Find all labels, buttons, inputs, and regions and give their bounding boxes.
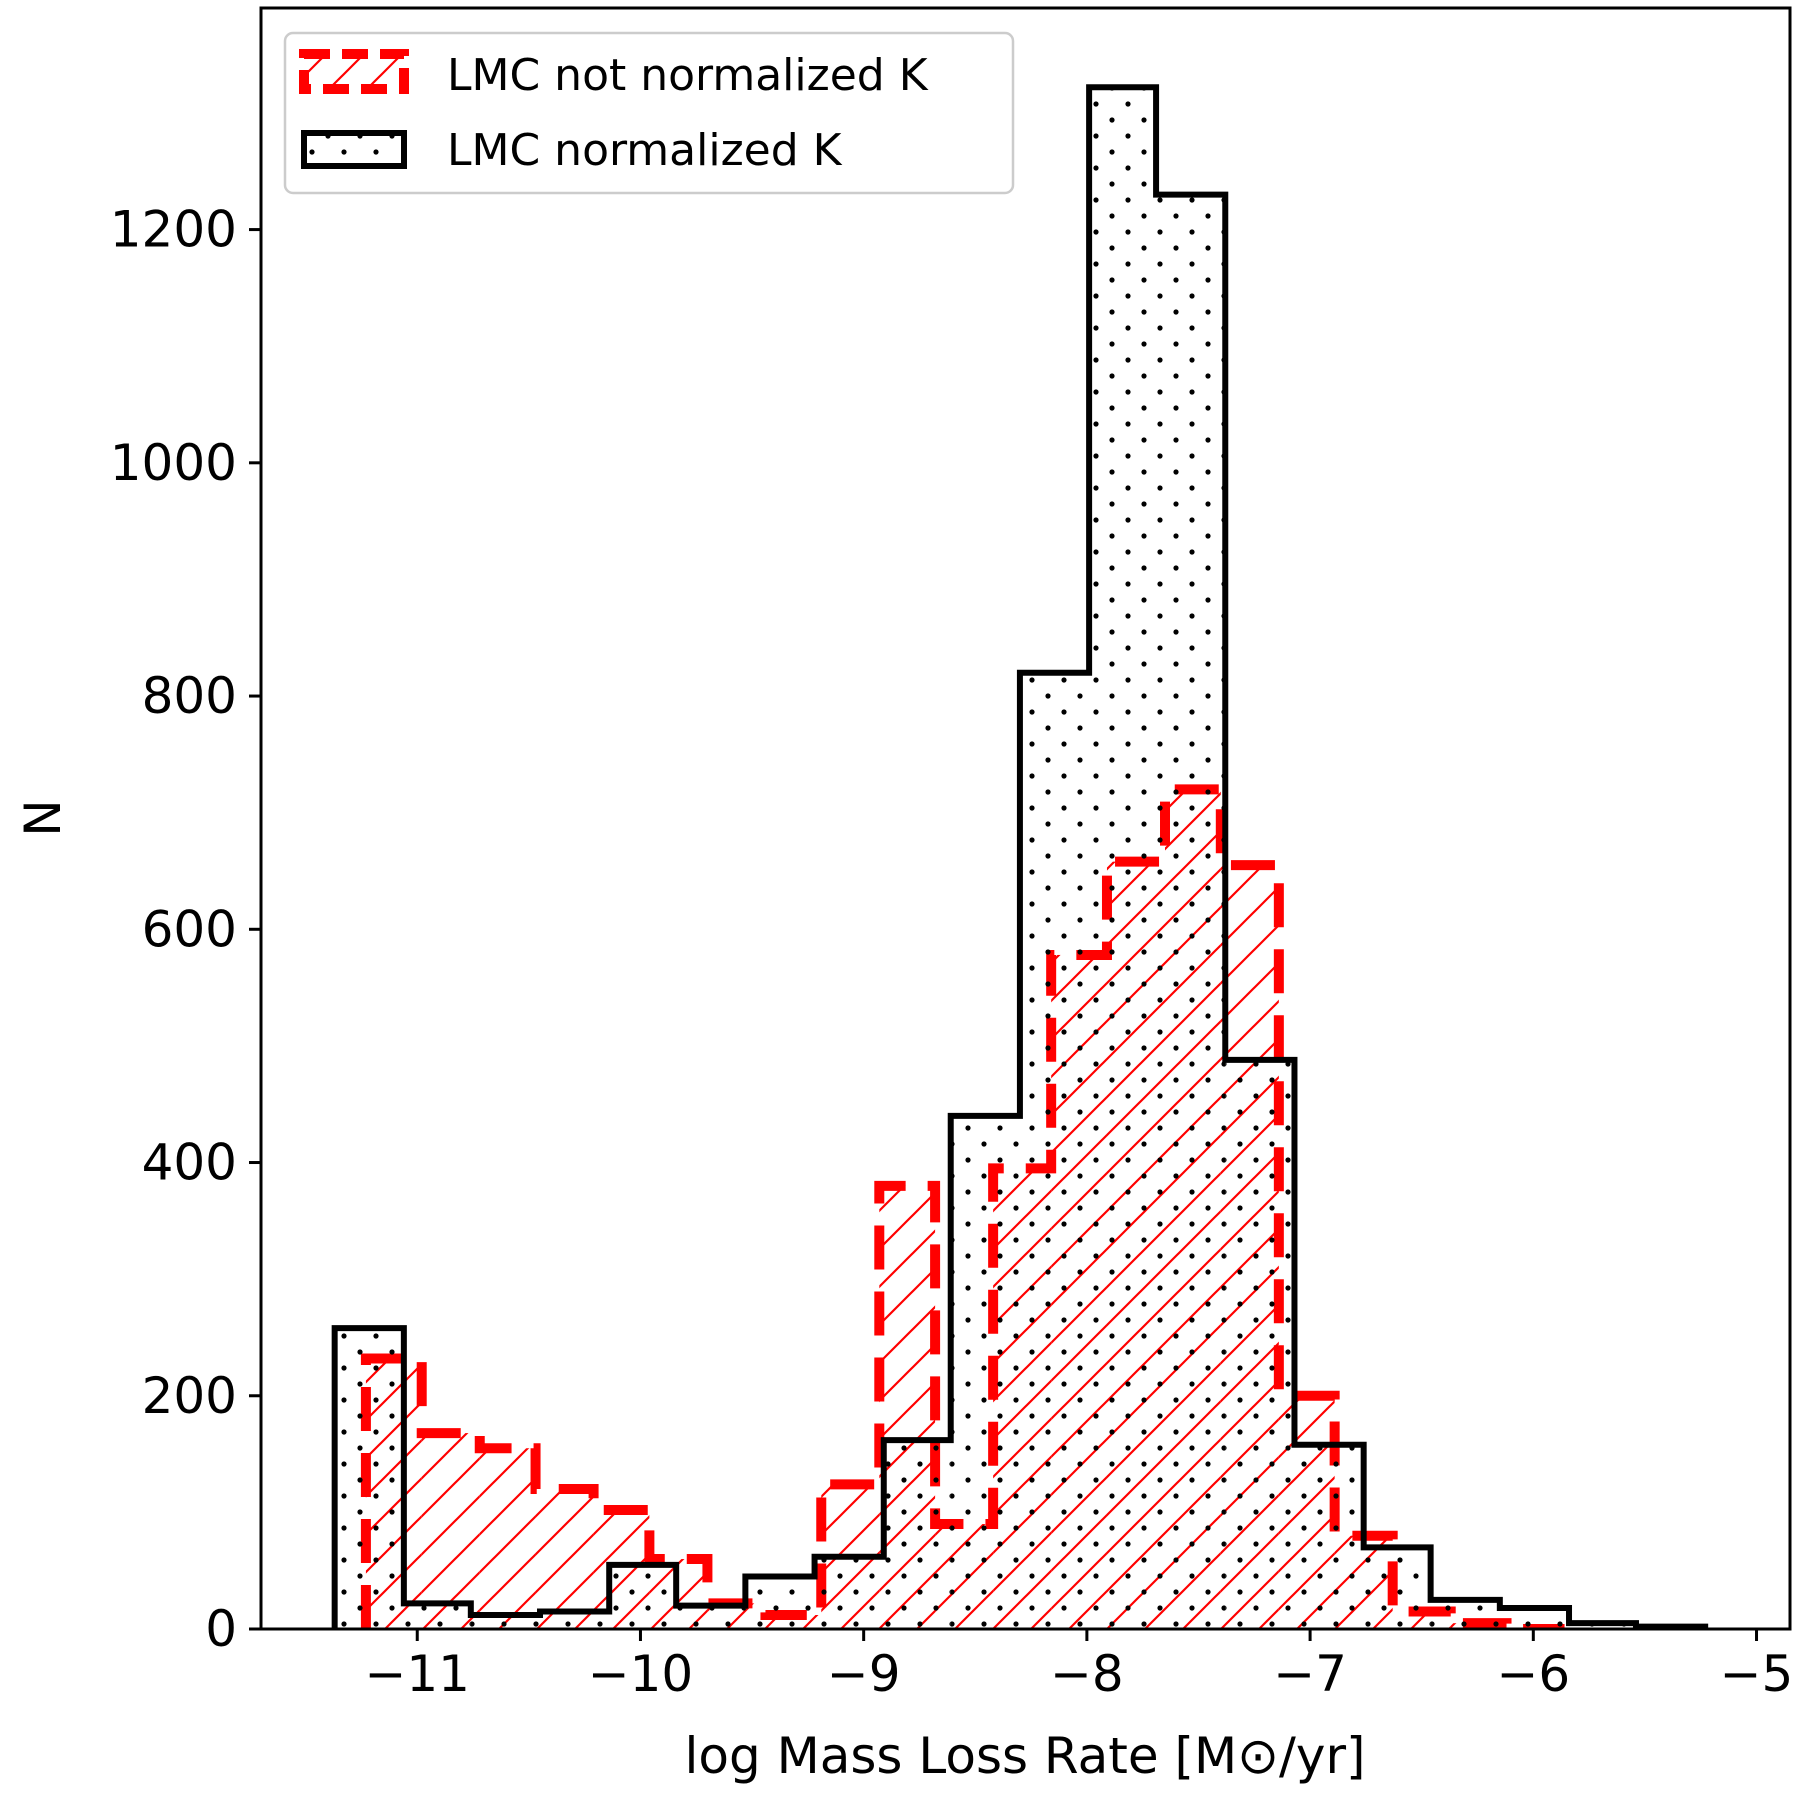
- y-tick-label: 600: [142, 900, 237, 958]
- bar-normalized-bin-2: [470, 1615, 541, 1629]
- legend-swatch-not-normalized: [299, 49, 409, 94]
- y-axis: 0 200 400 600 800 1000 1200: [110, 201, 261, 1658]
- x-tick-label: −10: [588, 1645, 694, 1703]
- step-outline-normalized: [331, 84, 1709, 1629]
- bar-normalized-bin-12: [1156, 194, 1226, 1629]
- x-tick-label: −11: [364, 1645, 470, 1703]
- bar-normalized-bin-17: [1499, 1608, 1570, 1629]
- bar-normalized-bin-3: [540, 1611, 610, 1629]
- bar-normalized-bin-0: [334, 1328, 404, 1629]
- bar-normalized-bin-9: [950, 1115, 1020, 1629]
- plot-frame: [259, 6, 1792, 1631]
- y-tick-label: 400: [142, 1134, 237, 1192]
- bar-normalized-bin-5: [676, 1605, 746, 1629]
- bar-normalized-bin-16: [1430, 1599, 1500, 1629]
- bar-not-normalized-bin-2: [479, 1448, 536, 1629]
- bar-normalized-bin-4: [609, 1564, 677, 1629]
- x-tick-label: −9: [827, 1645, 901, 1703]
- series-normalized: [331, 84, 1709, 1629]
- x-tick-label: −7: [1273, 1645, 1347, 1703]
- legend-label-normalized: LMC normalized K: [447, 125, 843, 176]
- bar-normalized-bin-15: [1363, 1547, 1431, 1629]
- y-tick-label: 200: [142, 1367, 237, 1425]
- x-axis-label: log Mass Loss Rate [M⊙/yr]: [684, 1727, 1365, 1785]
- bar-normalized-bin-11: [1089, 87, 1157, 1629]
- y-tick-label: 0: [205, 1600, 237, 1658]
- bar-normalized-bin-6: [745, 1576, 815, 1629]
- bar-normalized-bin-13: [1225, 1059, 1295, 1629]
- bar-normalized-bin-7: [814, 1556, 884, 1629]
- y-tick-label: 1000: [110, 434, 237, 492]
- bar-not-normalized-bin-1: [421, 1433, 480, 1629]
- bar-normalized-bin-1: [403, 1603, 471, 1629]
- y-tick-label: 800: [142, 667, 237, 725]
- x-tick-label: −5: [1720, 1645, 1794, 1703]
- legend: LMC not normalized K LMC normalized K: [283, 31, 1015, 195]
- x-tick-label: −8: [1050, 1645, 1124, 1703]
- x-tick-label: −6: [1496, 1645, 1570, 1703]
- y-axis-label: N: [14, 799, 72, 836]
- legend-frame: [283, 31, 1015, 195]
- bar-not-normalized-bin-3: [535, 1489, 594, 1629]
- bar-normalized-bin-8: [883, 1440, 951, 1629]
- x-axis: −11 −10 −9 −8 −7 −6 −5: [364, 1629, 1793, 1703]
- y-tick-label: 1200: [110, 201, 237, 259]
- bar-normalized-bin-14: [1294, 1444, 1364, 1629]
- legend-label-not-normalized: LMC not normalized K: [447, 50, 929, 101]
- legend-swatch-normalized: [301, 130, 407, 169]
- bar-normalized-bin-10: [1019, 672, 1090, 1629]
